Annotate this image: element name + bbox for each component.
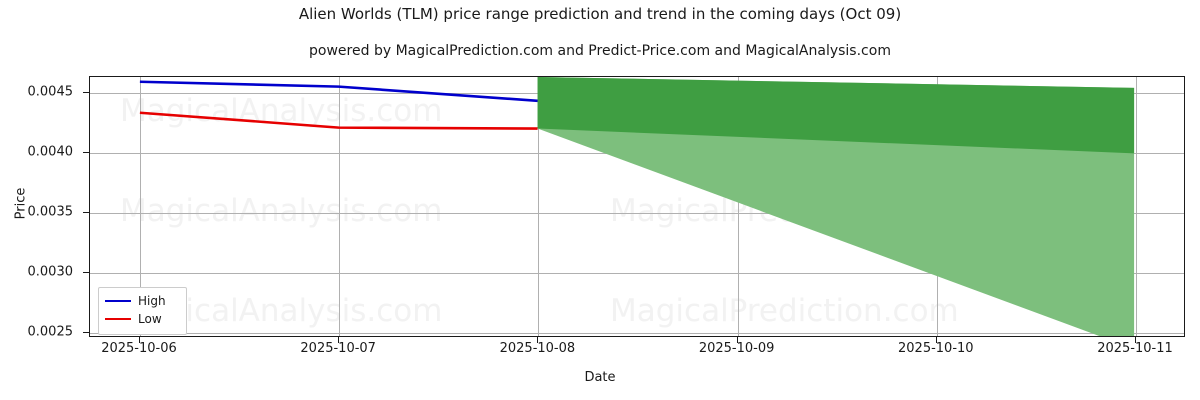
x-tick-mark <box>338 337 339 343</box>
legend-item[interactable]: Low <box>105 310 180 328</box>
y-tick-mark <box>83 92 89 93</box>
gridline-vertical <box>140 77 141 336</box>
series-layer <box>139 77 1135 336</box>
band-dark-green-range <box>537 77 1135 154</box>
x-tick-label: 2025-10-06 <box>101 341 177 356</box>
x-tick-label: 2025-10-11 <box>1097 341 1173 356</box>
x-tick-label: 2025-10-08 <box>499 341 576 356</box>
gridline-vertical <box>1136 77 1137 336</box>
legend-swatch-high <box>105 300 131 302</box>
gridline-horizontal <box>90 213 1184 214</box>
x-axis-title: Date <box>584 370 616 385</box>
series-line-low <box>139 111 538 130</box>
y-tick-mark <box>83 212 89 213</box>
chart-title: Alien Worlds (TLM) price range predictio… <box>298 5 902 23</box>
series-line-high <box>139 80 538 103</box>
y-axis-title: Price <box>13 187 29 220</box>
legend-label-high: High <box>138 294 166 308</box>
y-tick-mark <box>83 272 89 273</box>
y-tick-label: 0.0045 <box>27 84 74 100</box>
gridline-horizontal <box>90 273 1184 274</box>
x-tick-mark <box>537 337 538 343</box>
x-tick-mark <box>936 337 937 343</box>
gridline-vertical <box>738 77 739 336</box>
x-tick-label: 2025-10-07 <box>300 341 376 356</box>
legend-item[interactable]: High <box>105 292 180 310</box>
y-tick-label: 0.0035 <box>27 204 74 220</box>
x-tick-mark <box>139 337 140 343</box>
y-tick-label: 0.0030 <box>27 264 74 280</box>
y-tick-label: 0.0025 <box>27 324 74 340</box>
gridline-vertical <box>339 77 340 336</box>
gridline-horizontal <box>90 333 1184 334</box>
x-tick-label: 2025-10-09 <box>698 341 775 356</box>
x-tick-label: 2025-10-10 <box>898 341 974 356</box>
legend-label-low: Low <box>138 312 162 326</box>
y-tick-label: 0.0040 <box>27 144 74 160</box>
gridline-vertical <box>538 77 539 336</box>
legend: High Low <box>98 287 187 335</box>
x-tick-mark <box>737 337 738 343</box>
plot-area: MagicalAnalysis.comMagicalPrediction.com… <box>89 76 1185 337</box>
chart-subtitle: powered by MagicalPrediction.com and Pre… <box>309 43 891 59</box>
y-axis-labels: 0.0025 0.0030 0.0035 0.0040 0.0045 <box>0 76 89 340</box>
y-tick-mark <box>83 332 89 333</box>
x-tick-mark <box>1135 337 1136 343</box>
legend-swatch-low <box>105 318 131 320</box>
x-axis-labels: 2025-10-06 2025-10-07 2025-10-08 2025-10-09… <box>0 341 1200 365</box>
y-tick-mark <box>83 152 89 153</box>
